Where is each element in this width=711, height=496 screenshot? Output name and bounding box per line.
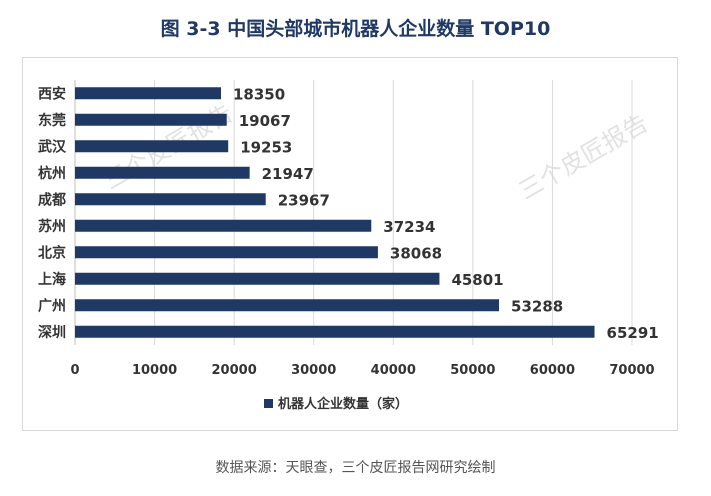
data-label: 53288 (511, 297, 563, 315)
x-tick-label: 40000 (371, 363, 416, 378)
bar (75, 166, 250, 179)
data-label: 18350 (233, 85, 285, 103)
category-label: 成都 (38, 191, 66, 208)
bar (75, 272, 440, 285)
bar (75, 219, 372, 232)
legend-label: 机器人企业数量（家） (278, 396, 408, 412)
bar (75, 246, 378, 259)
x-tick-label: 10000 (132, 363, 177, 378)
category-label: 东莞 (38, 112, 66, 129)
x-tick-label: 60000 (530, 363, 575, 378)
x-tick-label: 0 (70, 363, 79, 378)
data-label: 37234 (383, 218, 435, 236)
legend-swatch (264, 399, 273, 408)
data-label: 23967 (278, 191, 330, 209)
data-label: 19253 (240, 138, 292, 156)
bar (75, 325, 595, 338)
x-tick-label: 70000 (609, 363, 654, 378)
data-label: 19067 (239, 112, 291, 130)
category-label: 西安 (38, 85, 66, 102)
x-tick-label: 20000 (212, 363, 257, 378)
x-tick-label: 50000 (450, 363, 495, 378)
bar (75, 299, 500, 312)
legend: 机器人企业数量（家） (264, 396, 408, 412)
category-label: 杭州 (38, 165, 66, 182)
category-label: 苏州 (38, 218, 66, 235)
data-label: 21947 (262, 165, 314, 183)
data-label: 38068 (390, 244, 442, 262)
chart-frame (22, 57, 678, 431)
category-label: 广州 (38, 297, 66, 314)
bar (75, 193, 266, 206)
data-label: 65291 (607, 324, 659, 342)
bar (75, 113, 227, 126)
bar (75, 87, 222, 100)
bar (75, 140, 229, 153)
x-tick-label: 30000 (291, 363, 336, 378)
data-label: 45801 (451, 271, 503, 289)
category-label: 深圳 (38, 324, 66, 341)
category-label: 武汉 (38, 138, 67, 155)
chart-title: 图 3-3 中国头部城市机器人企业数量 TOP10 (160, 18, 551, 40)
category-label: 上海 (38, 271, 66, 288)
category-label: 北京 (38, 244, 66, 261)
source-note: 数据来源：天眼查，三个皮匠报告网研究绘制 (215, 460, 496, 476)
